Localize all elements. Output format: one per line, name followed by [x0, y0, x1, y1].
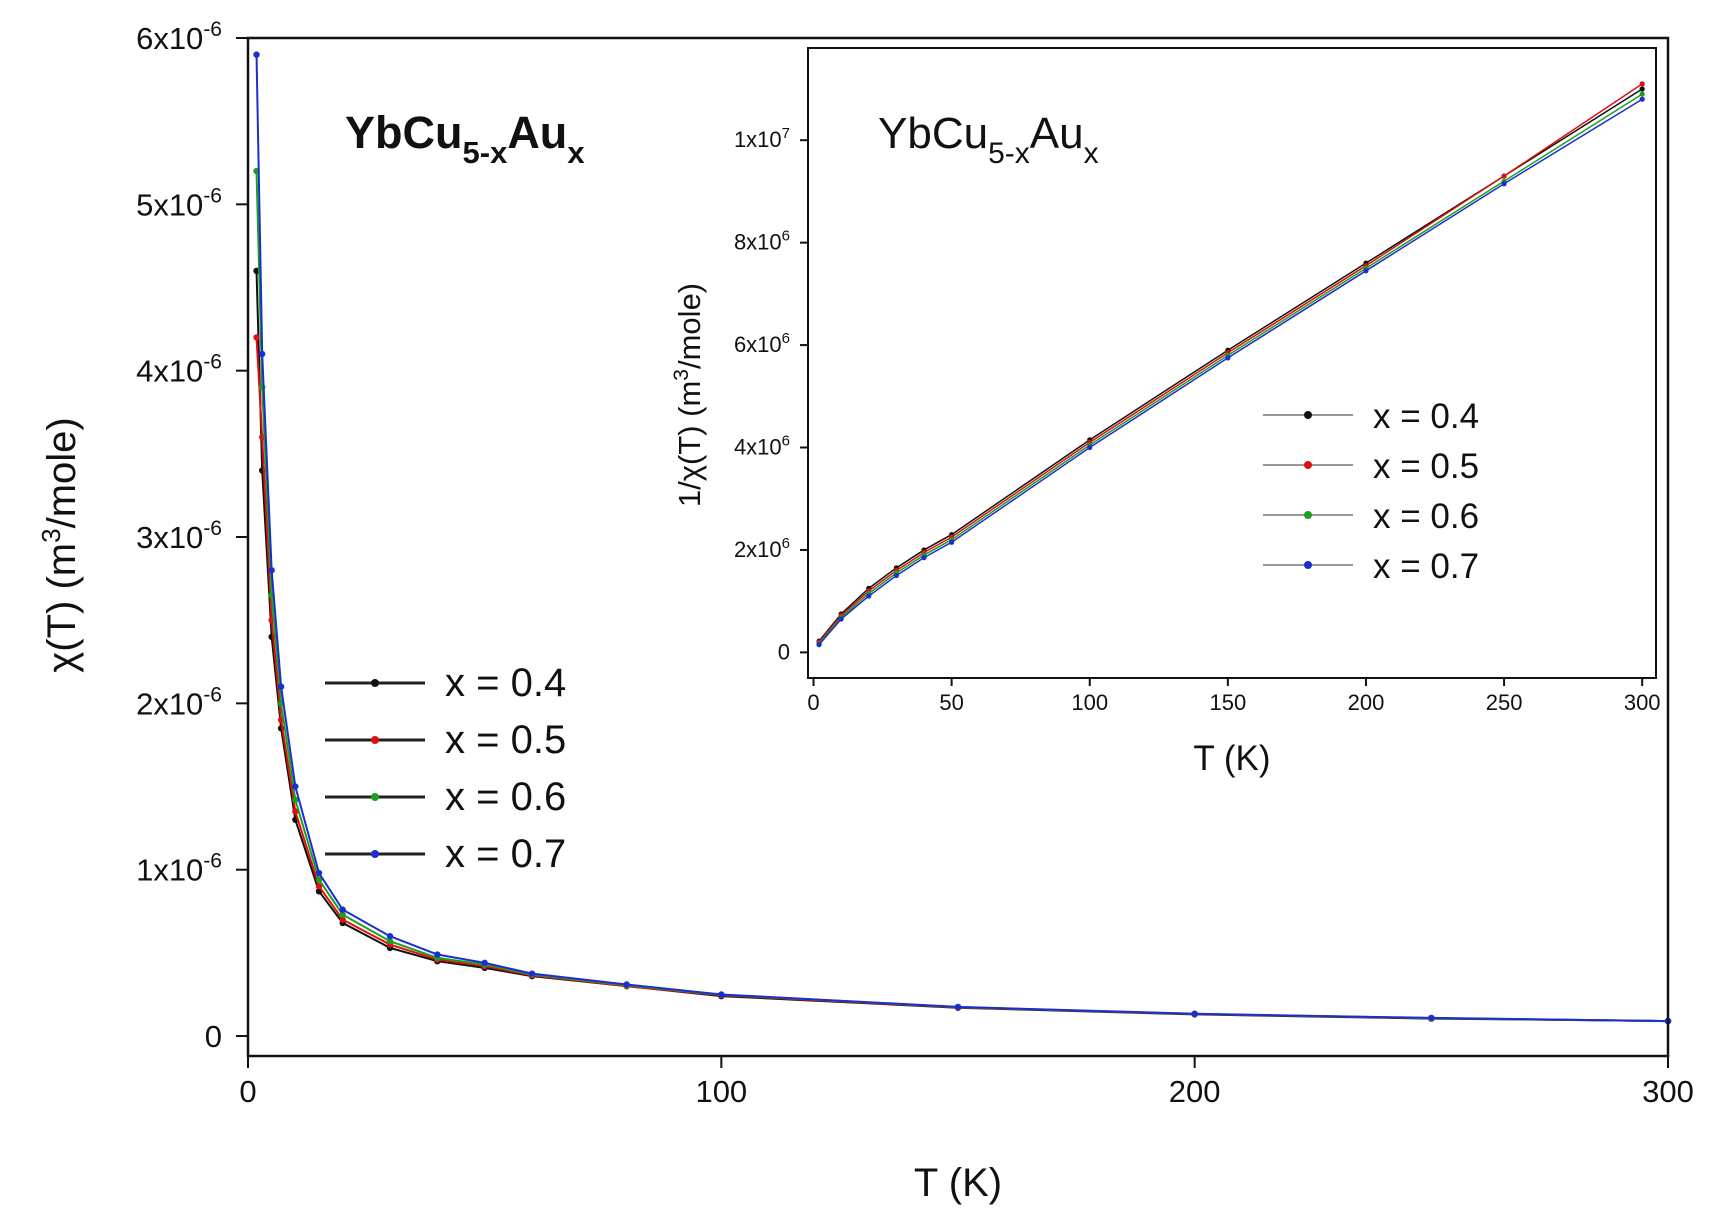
inset-y-tick-label: 4x106	[734, 433, 790, 460]
main-data-point	[277, 683, 285, 690]
inset-data-point	[1639, 81, 1645, 87]
main-legend-label: x = 0.5	[445, 718, 566, 762]
main-data-point	[315, 876, 323, 883]
inset-legend-label: x = 0.5	[1373, 447, 1479, 486]
main-data-point	[528, 970, 536, 977]
main-x-tick-label: 200	[1169, 1074, 1221, 1109]
inset-series-group	[816, 81, 1645, 648]
main-data-point	[386, 933, 394, 940]
inset-data-point	[1639, 91, 1645, 97]
main-y-tick-label: 2x10-6	[136, 683, 222, 721]
main-legend-marker	[371, 679, 379, 687]
main-legend-marker	[371, 793, 379, 801]
main-x-axis-label: T (K)	[914, 1161, 1002, 1205]
inset-chart-title: YbCu5-xAux	[878, 109, 1099, 170]
main-data-point	[259, 350, 266, 358]
inset-data-point	[1225, 355, 1231, 361]
main-y-axis-label: χ(T) (m3/mole)	[36, 417, 84, 672]
main-legend-label: x = 0.6	[445, 775, 566, 819]
inset-data-point	[1501, 173, 1507, 179]
main-data-point	[292, 783, 299, 790]
inset-data-point	[893, 572, 899, 579]
inset-axis-ticks: 0 50 100 150 200 250 300 0 2x106 4x106 6x106 8x106 1…	[734, 125, 1661, 715]
inset-data-point	[866, 593, 872, 599]
main-data-point	[253, 334, 260, 341]
main-data-point	[718, 991, 725, 998]
main-data-point	[315, 883, 323, 890]
main-data-point	[1428, 1014, 1435, 1022]
main-y-tick-label: 4x10-6	[136, 351, 222, 389]
main-chart-title: YbCu5-xAux	[345, 107, 585, 170]
inset-data-point	[1501, 181, 1507, 187]
inset-data-point	[949, 539, 955, 545]
main-x-tick-label: 100	[695, 1074, 747, 1109]
inset-legend-marker	[1304, 411, 1312, 419]
inset-plot-frame	[807, 47, 1657, 679]
main-legend: x = 0.4 x = 0.5 x = 0.6 x = 0.7	[325, 661, 566, 876]
inset-legend-marker	[1304, 561, 1312, 569]
inset-x-tick-label: 150	[1209, 690, 1246, 715]
inset-y-tick-label: 2x106	[734, 535, 790, 562]
inset-legend-label: x = 0.4	[1373, 397, 1479, 436]
main-y-tick-label: 1x10-6	[136, 850, 222, 888]
inset-y-tick-label: 6x106	[734, 330, 790, 357]
inset-legend: x = 0.4 x = 0.5 x = 0.6 x = 0.7	[1263, 397, 1479, 586]
main-x-tick-label: 0	[239, 1074, 256, 1109]
inset-legend-label: x = 0.7	[1373, 547, 1479, 586]
main-data-point	[954, 1003, 962, 1011]
main-y-tick-label: 3x10-6	[136, 517, 222, 555]
inset-y-tick-label: 1x107	[734, 125, 790, 152]
inset-legend-marker	[1304, 461, 1312, 469]
inset-data-point	[1639, 96, 1645, 102]
inset-x-tick-label: 0	[807, 690, 819, 715]
main-data-point	[292, 808, 299, 815]
main-series-3	[253, 51, 1672, 1025]
main-x-tick-label: 300	[1642, 1074, 1694, 1109]
main-legend-label: x = 0.7	[445, 832, 566, 876]
inset-data-point	[1639, 86, 1645, 92]
main-data-point	[623, 981, 630, 988]
inset-plot: 0 50 100 150 200 250 300 0 2x106 4x106 6x106 8x106 1…	[670, 47, 1661, 778]
inset-series-3	[816, 96, 1645, 648]
inset-x-tick-label: 250	[1486, 690, 1523, 715]
main-data-point	[315, 869, 323, 877]
main-data-point	[253, 51, 260, 58]
main-data-point	[339, 906, 346, 913]
inset-x-tick-label: 200	[1348, 690, 1385, 715]
main-axis-ticks: 0 100 200 300 0 1x10-6 2x10-6 3x10-6 4x10-6 5x10-…	[136, 18, 1694, 1109]
inset-x-tick-label: 300	[1624, 690, 1661, 715]
inset-data-point	[838, 616, 844, 622]
main-data-point	[268, 567, 275, 574]
main-y-tick-label: 6x10-6	[136, 18, 222, 56]
main-series-group	[253, 51, 1672, 1025]
main-data-point	[339, 911, 346, 918]
main-data-point	[1191, 1010, 1198, 1017]
main-legend-marker	[371, 736, 379, 744]
inset-data-point	[1363, 268, 1369, 274]
main-legend-label: x = 0.4	[445, 661, 566, 705]
main-data-point	[339, 916, 346, 923]
inset-x-tick-label: 100	[1071, 690, 1108, 715]
main-y-tick-label: 5x10-6	[136, 184, 222, 222]
main-plot-frame	[246, 36, 1670, 1058]
main-data-point	[292, 796, 299, 804]
inset-y-tick-label: 0	[778, 639, 790, 664]
inset-x-tick-label: 50	[939, 690, 963, 715]
inset-data-point	[1087, 444, 1093, 451]
inset-y-tick-label: 8x106	[734, 228, 790, 255]
main-y-tick-label: 0	[205, 1019, 222, 1054]
main-legend-marker	[371, 850, 379, 858]
main-data-point	[481, 959, 488, 967]
inset-data-point	[816, 642, 822, 648]
inset-x-axis-label: T (K)	[1193, 739, 1270, 778]
inset-legend-label: x = 0.6	[1373, 497, 1479, 536]
inset-data-point	[921, 555, 927, 561]
inset-legend-marker	[1304, 511, 1312, 519]
main-data-point	[434, 951, 441, 958]
inset-y-axis-label: 1/χ(T) (m3/mole)	[670, 283, 707, 507]
main-data-point	[386, 938, 394, 945]
main-plot: 0 100 200 300 0 1x10-6 2x10-6 3x10-6 4x10-6 5x10-…	[36, 18, 1694, 1205]
